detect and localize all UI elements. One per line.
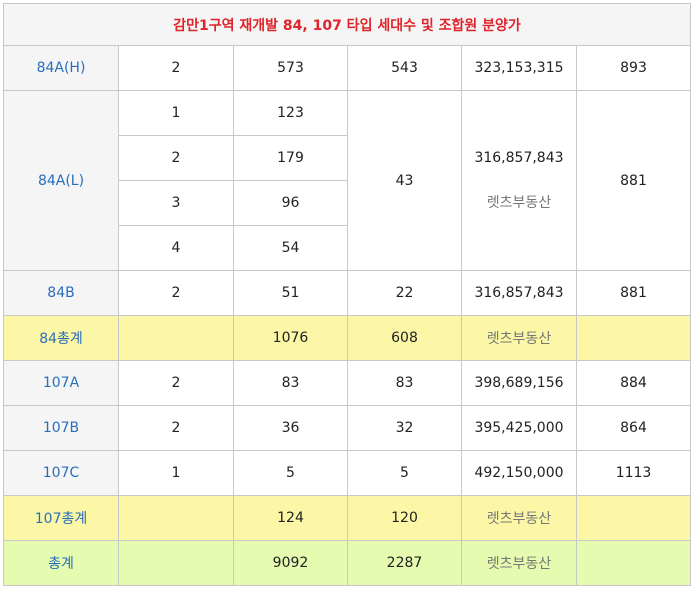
type-cell: 107A [3,360,119,406]
type-cell: 84총계 [3,315,119,361]
cell: 36 [233,405,348,451]
cell [575,495,692,541]
type-cell: 84B [3,270,119,316]
watermark-text: 렛츠부동산 [461,315,577,361]
cell: 43 [347,90,462,271]
cell: 1113 [575,450,692,496]
cell: 398,689,156 [461,360,577,406]
cell: 573 [233,45,348,91]
cell: 316,857,843 [461,270,577,316]
cell: 316,857,843 렛츠부동산 [461,90,577,271]
cell [575,540,692,586]
table-row: 107C 1 5 5 492,150,000 1113 [3,450,692,496]
cell: 323,153,315 [461,45,577,91]
cell: 881 [575,90,692,271]
cell: 32 [347,405,462,451]
type-cell: 84A(H) [3,45,119,91]
table-row: 107A 2 83 83 398,689,156 884 [3,360,692,406]
cell: 120 [347,495,462,541]
watermark-text: 렛츠부동산 [461,495,577,541]
cell: 3 [118,180,234,226]
cell: 2 [118,45,234,91]
cell: 2 [118,360,234,406]
cell: 881 [575,270,692,316]
cell: 123 [233,90,348,136]
type-cell: 107C [3,450,119,496]
price-with-watermark: 316,857,843 렛츠부동산 [462,150,576,212]
cell: 96 [233,180,348,226]
table-title: 감만1구역 재개발 84, 107 타입 세대수 및 조합원 분양가 [2,3,692,46]
cell: 543 [347,45,462,91]
cell: 2 [118,135,234,181]
cell: 2287 [347,540,462,586]
table-row: 84A(H) 2 573 543 323,153,315 893 [3,45,692,91]
cell: 1076 [233,315,348,361]
cell: 54 [233,225,348,271]
title-row: 감만1구역 재개발 84, 107 타입 세대수 및 조합원 분양가 [2,3,692,46]
cell: 124 [233,495,348,541]
cell: 395,425,000 [461,405,577,451]
cell: 1 [118,450,234,496]
cell [118,540,234,586]
cell: 179 [233,135,348,181]
table-row: 107B 2 36 32 395,425,000 864 [3,405,692,451]
cell: 51 [233,270,348,316]
watermark-text: 렛츠부동산 [461,540,577,586]
type-cell: 84A(L) [3,90,119,271]
cell: 4 [118,225,234,271]
cell: 83 [233,360,348,406]
cell [575,315,692,361]
type-cell: 총계 [3,540,119,586]
cell: 83 [347,360,462,406]
table-row: 4 54 [4,225,691,271]
table-row: 84B 2 51 22 316,857,843 881 [3,270,692,316]
type-cell: 107총계 [3,495,119,541]
cell: 2 [118,270,234,316]
watermark-text: 렛츠부동산 [486,194,552,211]
cell: 9092 [233,540,348,586]
subtotal-row: 107총계 124 120 렛츠부동산 [3,495,692,541]
table-row: 84A(L) 1 123 43 316,857,843 렛츠부동산 881 [3,90,692,271]
cell [118,315,234,361]
table-row: 3 96 [4,180,691,226]
subtotal-row: 84총계 1076 608 렛츠부동산 [3,315,692,361]
cell: 884 [575,360,692,406]
cell [118,495,234,541]
price-table: 감만1구역 재개발 84, 107 타입 세대수 및 조합원 분양가 84A(H… [2,3,692,586]
cell: 5 [347,450,462,496]
cell-value: 316,857,843 [474,149,564,166]
cell: 2 [118,405,234,451]
cell: 864 [575,405,692,451]
total-row: 총계 9092 2287 렛츠부동산 [3,540,692,586]
cell: 492,150,000 [461,450,577,496]
cell: 893 [575,45,692,91]
cell: 1 [118,90,234,136]
table-row: 2 179 [4,135,691,181]
cell: 5 [233,450,348,496]
type-cell: 107B [3,405,119,451]
cell: 22 [347,270,462,316]
cell: 608 [347,315,462,361]
